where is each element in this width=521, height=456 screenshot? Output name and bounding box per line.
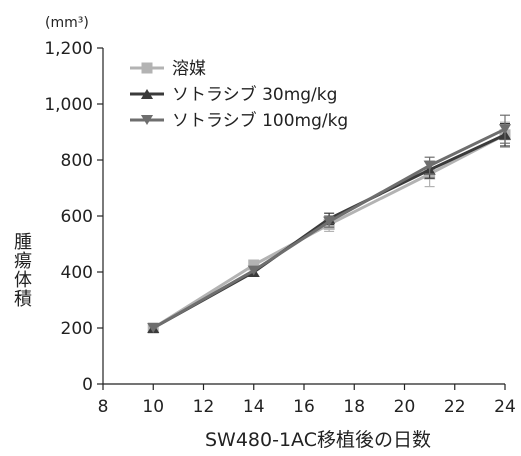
x-tick-label: 8 xyxy=(98,397,109,417)
data-point xyxy=(248,259,260,271)
data-point xyxy=(423,160,436,171)
y-tick-label: 0 xyxy=(82,375,93,395)
x-tick-label: 10 xyxy=(142,397,164,417)
legend-item-2: ソトラシブ 100mg/kg xyxy=(130,110,348,131)
legend-item-1: ソトラシブ 30mg/kg xyxy=(130,84,337,105)
legend-item-0: 溶媒 xyxy=(130,59,206,79)
data-point xyxy=(498,124,512,135)
y-unit-label: (mm³) xyxy=(45,15,89,31)
y-tick-label: 600 xyxy=(61,207,93,227)
y-tick-label: 1,000 xyxy=(44,95,93,115)
x-tick-label: 12 xyxy=(193,397,215,417)
y-tick-label: 200 xyxy=(61,319,93,339)
data-point xyxy=(147,323,160,333)
legend-marker xyxy=(141,62,153,74)
x-tick-label: 14 xyxy=(243,397,265,417)
x-tick-label: 24 xyxy=(494,397,516,417)
x-tick-label: 22 xyxy=(444,397,466,417)
x-tick-label: 16 xyxy=(293,397,315,417)
legend-marker xyxy=(140,89,154,99)
legend-label: ソトラシブ 30mg/kg xyxy=(172,84,337,105)
y-tick-label: 1,200 xyxy=(44,39,93,59)
legend-marker xyxy=(140,115,154,125)
x-tick-label: 20 xyxy=(394,397,416,417)
data-point xyxy=(323,216,336,227)
y-tick-label: 800 xyxy=(61,151,93,171)
data-point xyxy=(247,265,260,276)
legend-label: ソトラシブ 100mg/kg xyxy=(172,110,348,131)
x-axis-title: SW480-1AC移植後の日数 xyxy=(205,429,431,451)
y-axis-title: 腫瘍体積 xyxy=(11,232,32,308)
y-tick-label: 400 xyxy=(61,263,93,283)
x-tick-label: 18 xyxy=(343,397,365,417)
legend-label: 溶媒 xyxy=(172,59,206,79)
